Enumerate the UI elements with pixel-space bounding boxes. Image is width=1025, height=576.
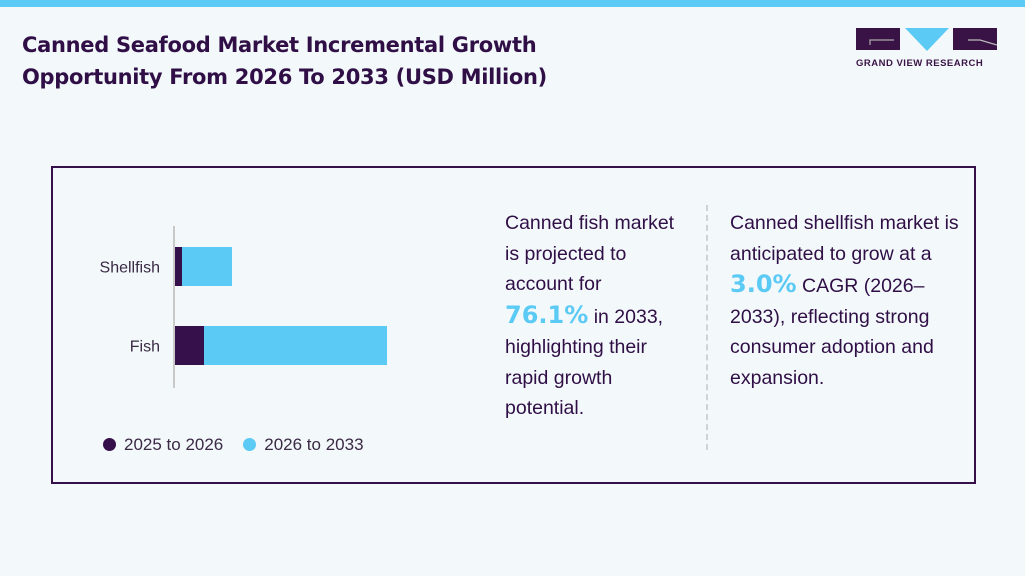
legend-label: 2025 to 2026 (124, 435, 224, 454)
logo-text: GRAND VIEW RESEARCH (856, 58, 984, 69)
insight-fish: Canned fish market is projected to accou… (505, 208, 690, 424)
bar-fish-0 (174, 326, 204, 365)
insight-shellfish: Canned shellfish market is anticipated t… (730, 208, 960, 393)
insight-text: Canned fish market is projected to accou… (505, 212, 675, 295)
insight-text: Canned shellfish market is anticipated t… (730, 212, 959, 265)
content-panel (51, 166, 976, 484)
divider (706, 205, 708, 450)
chart-legend: 2025 to 2026 2026 to 2033 (103, 435, 364, 455)
legend-dot-icon (243, 438, 257, 451)
bar-chart: Shellfish Fish (100, 226, 387, 388)
bar-shellfish-0 (174, 247, 182, 286)
category-label: Shellfish (100, 260, 160, 277)
page-title: Canned Seafood Market Incremental Growth… (22, 33, 547, 89)
bar-shellfish-1 (182, 247, 232, 286)
category-label: Fish (130, 339, 160, 356)
insight-text: in 2033, highlighting their rapid growth… (505, 305, 664, 420)
insight-highlight: 76.1% (505, 300, 589, 329)
bar-fish-1 (204, 326, 387, 365)
top-accent-bar (0, 0, 1025, 7)
insight-text: CAGR (2026–2033), reflecting strong cons… (730, 275, 934, 389)
legend-item-2026-2033: 2026 to 2033 (243, 435, 364, 455)
insight-highlight: 3.0% (730, 270, 797, 298)
gvr-logo (856, 28, 997, 51)
legend-dot-icon (103, 438, 116, 451)
legend-item-2025-2026: 2025 to 2026 (103, 435, 223, 455)
legend-label: 2026 to 2033 (264, 435, 364, 454)
